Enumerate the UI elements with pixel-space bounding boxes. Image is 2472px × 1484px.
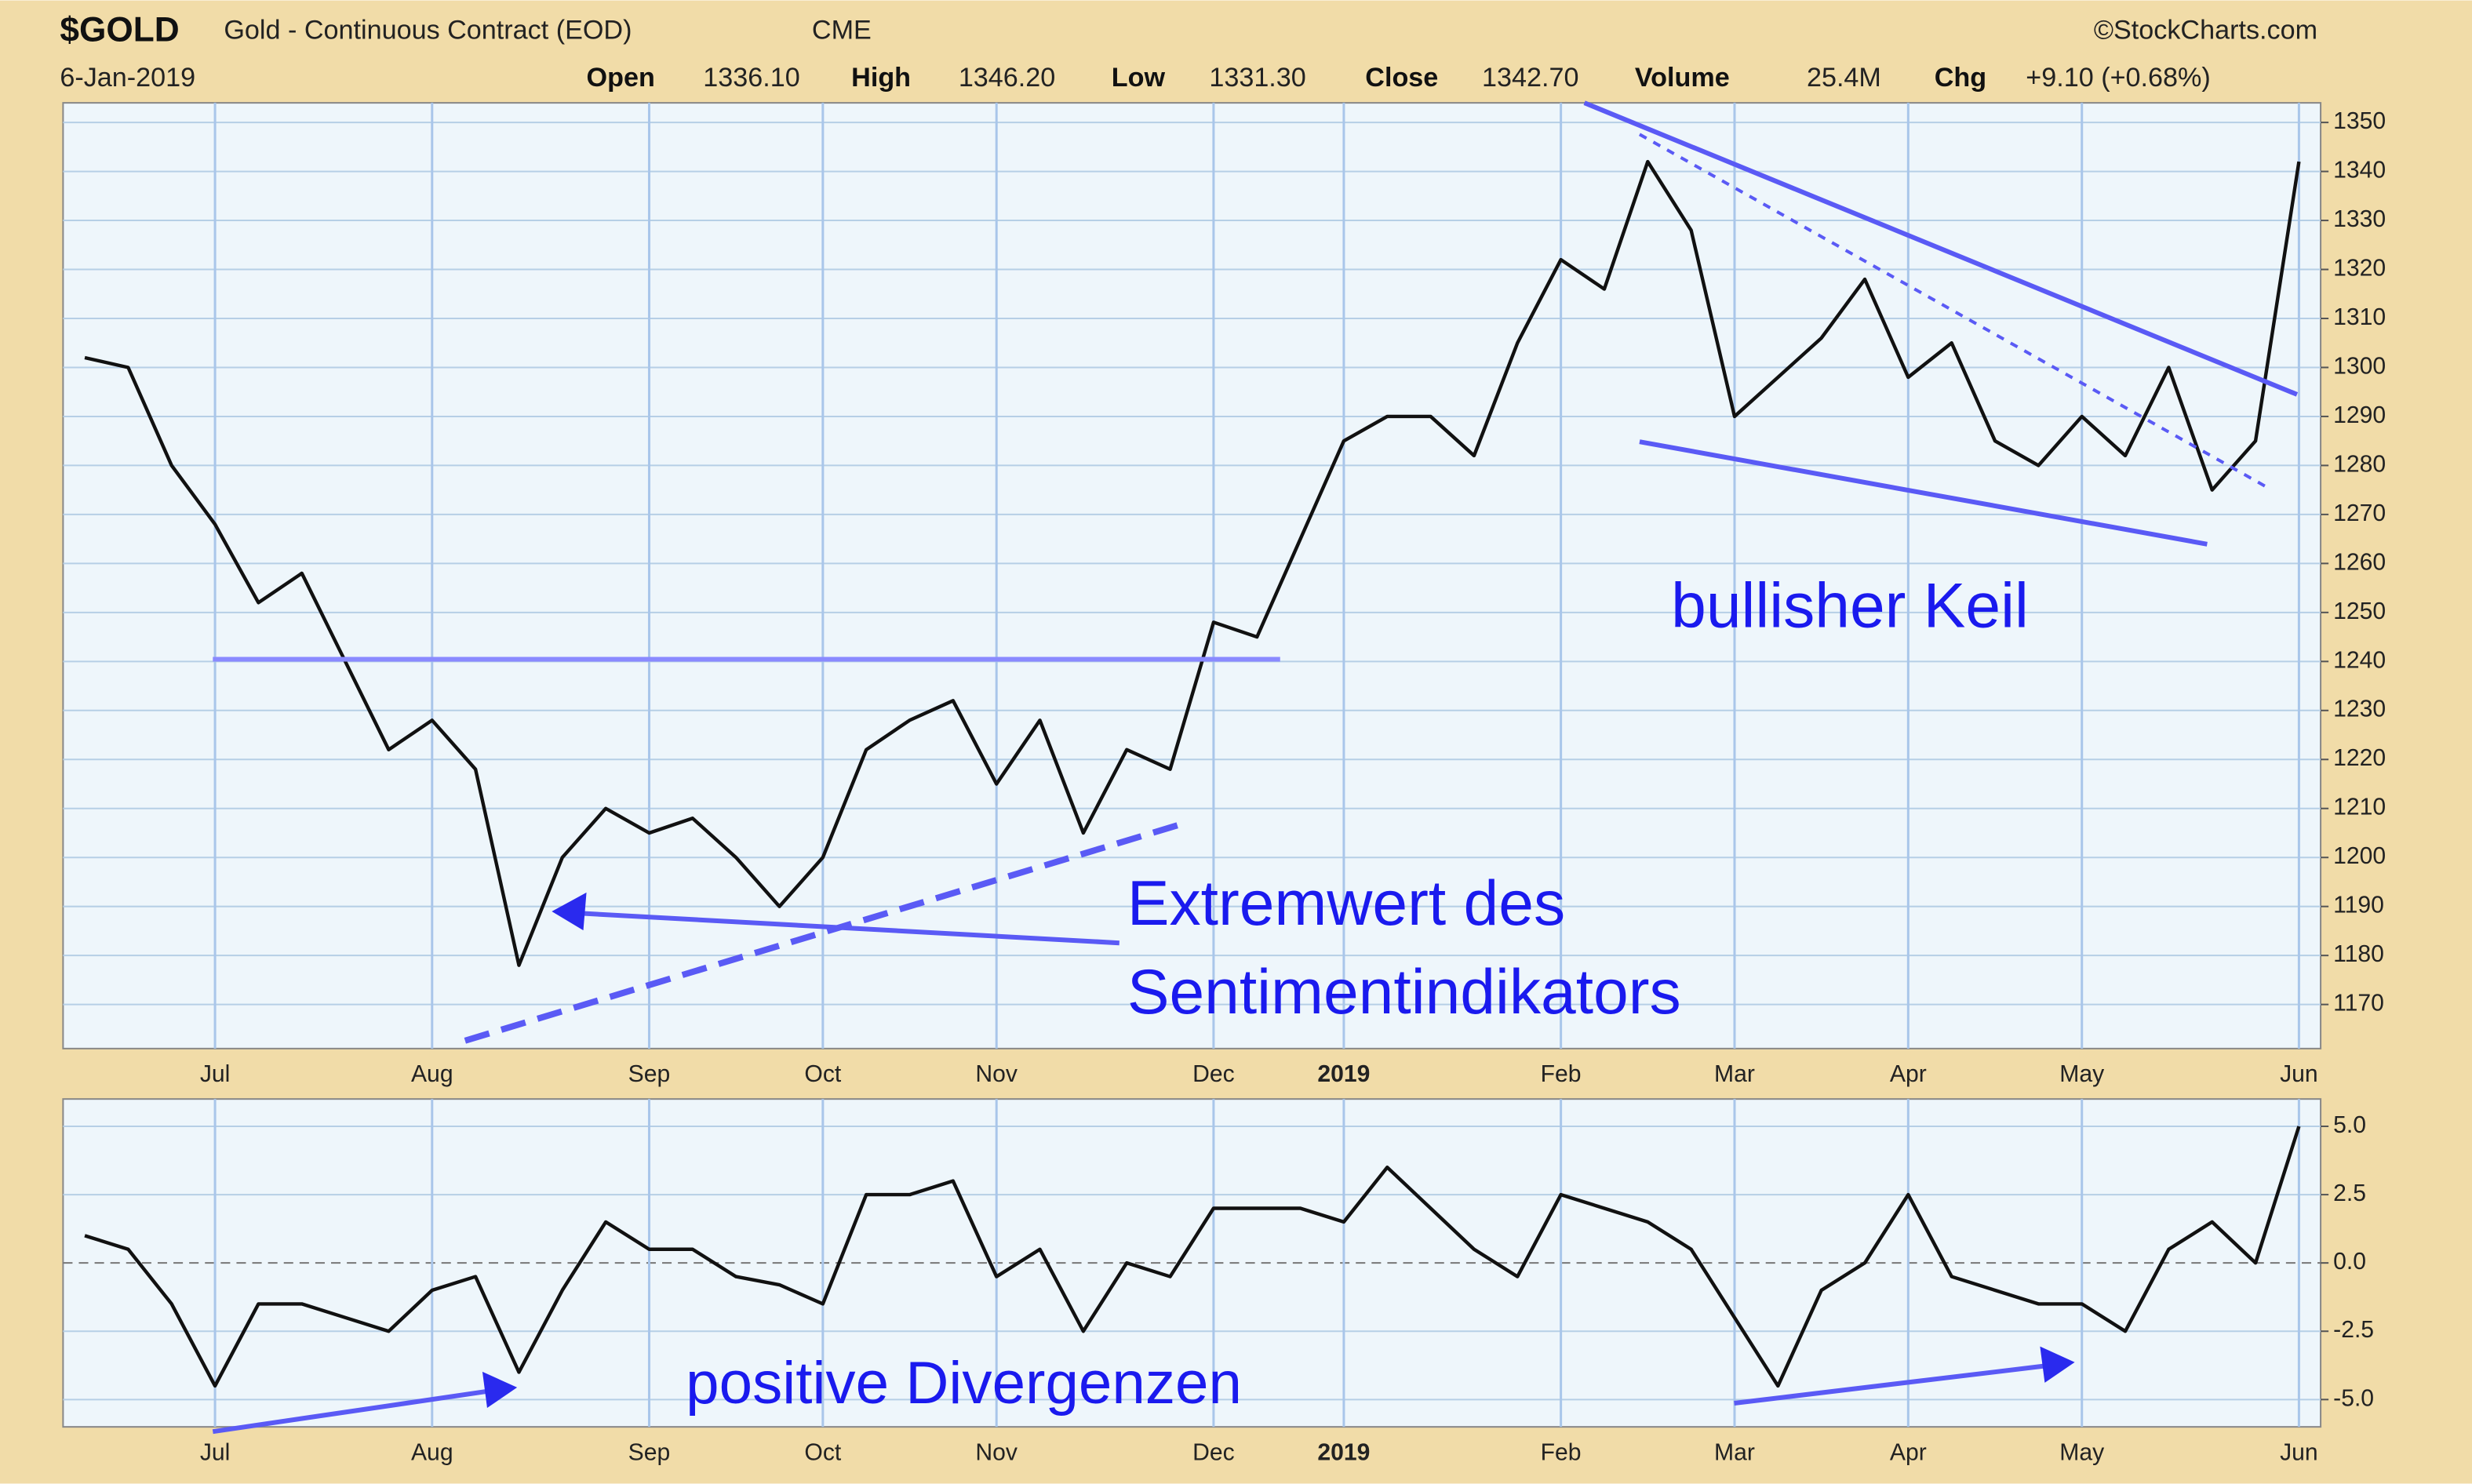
y-tick-label: 1230 <box>2333 697 2386 722</box>
price-panel <box>62 102 2322 1049</box>
volume-label: Volume <box>1635 63 1730 93</box>
x-tick-label: Aug <box>411 1439 453 1465</box>
y-tick-label: 1240 <box>2333 647 2386 673</box>
x-tick-label: Jun <box>2280 1439 2318 1465</box>
support-line <box>464 821 1181 1044</box>
x-tick-label: Oct <box>804 1439 841 1465</box>
y-tick-label: 1220 <box>2333 745 2386 771</box>
y-tick-label: 1280 <box>2333 451 2386 477</box>
y-tick-label: -2.5 <box>2333 1317 2374 1343</box>
x-tick-label: Feb <box>1541 1439 1582 1465</box>
x-tick-label: Feb <box>1541 1061 1582 1087</box>
y-tick-label: 1350 <box>2333 108 2386 134</box>
x-tick-label: Oct <box>804 1061 841 1087</box>
wedge-upper <box>1583 100 2299 397</box>
arrow-head <box>482 1371 518 1409</box>
x-tick-label: Apr <box>1890 1439 1927 1465</box>
y-tick-label: 1330 <box>2333 206 2386 232</box>
low-label: Low <box>1112 63 1166 93</box>
open-value: 1336.10 <box>703 63 799 93</box>
annotation-lines <box>212 100 2299 1435</box>
x-tick-label: Sep <box>628 1061 671 1087</box>
x-tick-label: Nov <box>975 1439 1018 1465</box>
close-label: Close <box>1365 63 1438 93</box>
y-tick-label: 1190 <box>2333 893 2384 918</box>
low-value: 1331.30 <box>1209 63 1305 93</box>
x-tick-label: Jun <box>2280 1061 2318 1087</box>
y-tick-label: 1180 <box>2333 941 2384 967</box>
volume-value: 25.4M <box>1807 63 1881 93</box>
y-tick-label: 1170 <box>2333 991 2384 1017</box>
x-tick-label: Dec <box>1192 1061 1235 1087</box>
y-tick-label: 1340 <box>2333 158 2386 184</box>
y-tick-label: 1200 <box>2333 843 2386 869</box>
annotation: Sentimentindikators <box>1127 957 1681 1028</box>
annotation: Extremwert des <box>1127 868 1565 939</box>
exchange: CME <box>812 16 872 45</box>
y-tick-label: 2.5 <box>2333 1180 2366 1206</box>
x-tick-label: May <box>2059 1061 2104 1087</box>
x-tick-label: Apr <box>1890 1061 1927 1087</box>
chg-value: +9.10 (+0.68%) <box>2026 63 2210 93</box>
divergence-line <box>1734 1362 2050 1406</box>
x-tick-label: Aug <box>411 1061 453 1087</box>
arrow-head <box>2040 1346 2075 1383</box>
high-label: High <box>851 63 911 93</box>
x-tick-label: 2019 <box>1317 1439 1370 1465</box>
open-label: Open <box>587 63 655 93</box>
x-tick-label: Sep <box>628 1439 671 1465</box>
x-tick-label: Nov <box>975 1061 1018 1087</box>
x-tick-label: Dec <box>1192 1439 1235 1465</box>
x-tick-label: 2019 <box>1317 1061 1370 1087</box>
x-tick-label: Jul <box>200 1061 231 1087</box>
wedge-lower <box>1639 439 2208 547</box>
x-tick-label: Mar <box>1714 1439 1755 1465</box>
y-tick-label: 1300 <box>2333 353 2386 379</box>
annotation: bullisher Keil <box>1671 570 2029 641</box>
data-line <box>84 1126 2301 1388</box>
divergence-line <box>212 1388 493 1435</box>
source: ©StockCharts.com <box>2094 16 2317 45</box>
data-line <box>84 159 2301 967</box>
y-tick-label: 1320 <box>2333 255 2386 281</box>
wedge-mid <box>1638 133 2271 491</box>
y-tick-label: 1310 <box>2333 304 2386 330</box>
y-tick-label: -5.0 <box>2333 1385 2374 1411</box>
y-tick-label: 1250 <box>2333 598 2386 624</box>
symbol: $GOLD <box>60 10 179 49</box>
annotation: positive Divergenzen <box>686 1350 1242 1417</box>
x-tick-label: Jul <box>200 1439 231 1465</box>
arrow-line <box>575 911 1119 946</box>
plot-layer: 1170 1180 1190 1200 1210 1220 1230 1240 1250 1260… <box>63 103 2386 1465</box>
x-tick-label: Mar <box>1714 1061 1755 1087</box>
instrument-name: Gold - Continuous Contract (EOD) <box>224 16 632 45</box>
y-tick-label: 5.0 <box>2333 1112 2366 1138</box>
y-tick-label: 1210 <box>2333 795 2386 820</box>
y-tick-label: 1290 <box>2333 402 2386 428</box>
arrow-head <box>552 892 587 931</box>
chg-label: Chg <box>1935 63 1986 93</box>
date: 6-Jan-2019 <box>60 63 195 93</box>
high-value: 1346.20 <box>959 63 1055 93</box>
y-tick-label: 1260 <box>2333 549 2386 575</box>
y-tick-label: 1270 <box>2333 500 2386 526</box>
x-tick-label: May <box>2059 1439 2104 1465</box>
close-value: 1342.70 <box>1482 63 1578 93</box>
y-tick-label: 0.0 <box>2333 1249 2366 1275</box>
